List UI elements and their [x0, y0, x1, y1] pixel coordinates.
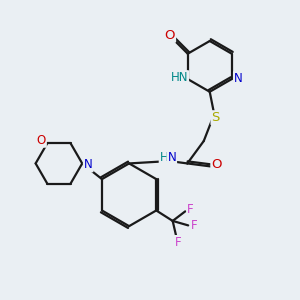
Text: F: F	[187, 203, 194, 216]
Text: F: F	[191, 219, 197, 232]
Text: O: O	[37, 134, 46, 147]
Text: H: H	[160, 151, 168, 164]
Text: O: O	[211, 158, 222, 171]
Text: S: S	[212, 111, 220, 124]
Text: N: N	[167, 151, 176, 164]
Text: N: N	[234, 72, 243, 85]
Text: N: N	[84, 158, 93, 171]
Text: O: O	[165, 29, 175, 42]
Text: HN: HN	[171, 71, 188, 84]
Text: F: F	[174, 236, 181, 249]
